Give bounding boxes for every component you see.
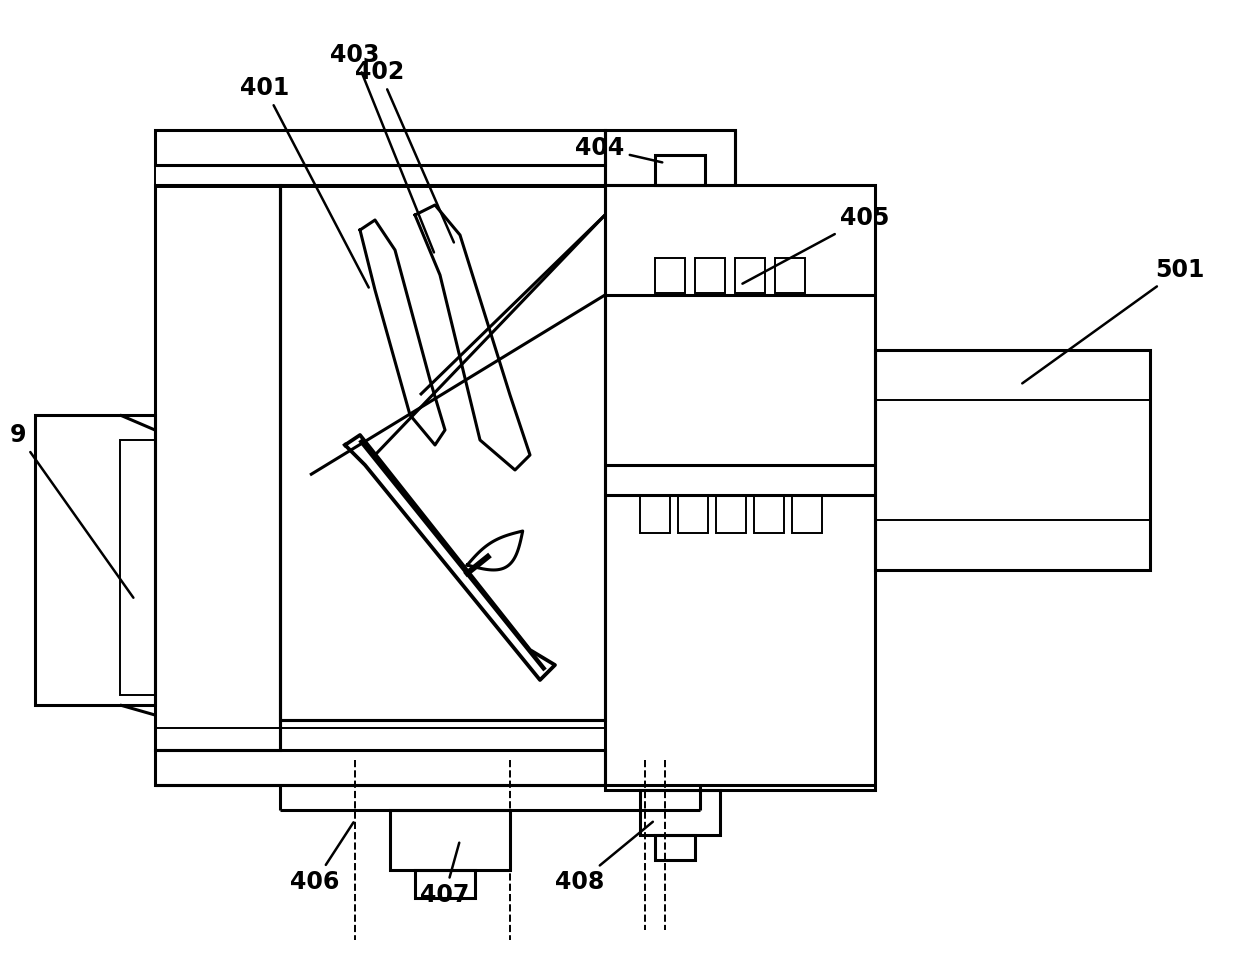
Text: 407: 407 <box>420 843 470 907</box>
Bar <box>155 130 605 165</box>
Bar <box>155 750 605 785</box>
Text: 408: 408 <box>556 821 652 894</box>
Text: 404: 404 <box>575 136 662 162</box>
Bar <box>640 790 720 835</box>
Bar <box>155 165 605 187</box>
Bar <box>155 185 280 750</box>
Bar <box>415 870 475 898</box>
Bar <box>640 495 670 533</box>
Bar <box>754 495 784 533</box>
Bar <box>605 185 875 790</box>
Bar <box>655 835 694 860</box>
Bar <box>655 258 684 293</box>
Bar <box>35 415 155 705</box>
Text: 406: 406 <box>290 822 353 894</box>
Bar <box>735 258 765 293</box>
Text: 405: 405 <box>743 206 889 284</box>
Text: 9: 9 <box>10 423 134 598</box>
Bar <box>655 155 706 185</box>
Bar <box>678 495 708 533</box>
Bar <box>792 495 822 533</box>
Bar <box>715 495 746 533</box>
Text: 401: 401 <box>241 76 368 288</box>
Bar <box>775 258 805 293</box>
Bar <box>155 728 605 750</box>
Text: 403: 403 <box>330 43 434 253</box>
Text: 501: 501 <box>1022 258 1204 383</box>
Bar <box>280 185 605 720</box>
Bar <box>694 258 725 293</box>
Bar <box>875 350 1149 570</box>
Text: 402: 402 <box>355 60 454 242</box>
Bar <box>391 810 510 870</box>
Bar <box>120 440 155 695</box>
Bar <box>605 130 735 185</box>
